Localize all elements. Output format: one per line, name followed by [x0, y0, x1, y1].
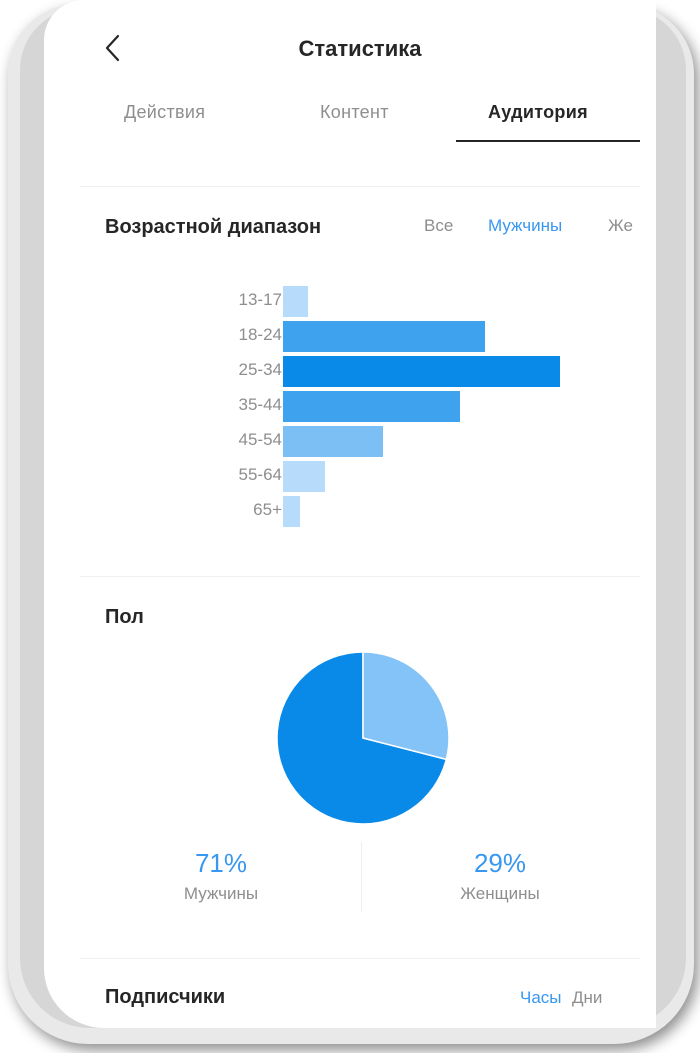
gender-pie-chart [276, 651, 450, 825]
men-label: Мужчины [183, 884, 259, 903]
age-tick-label: 13-17 [238, 290, 282, 309]
age-bar [283, 356, 560, 387]
age-filter-women[interactable]: Же [608, 216, 633, 235]
age-tick-label: 65+ [253, 500, 282, 519]
header: Статистика [80, 0, 640, 90]
age-filter-men[interactable]: Мужчины [488, 216, 563, 235]
followers-filter-hours[interactable]: Часы [520, 988, 562, 1007]
stat-divider [361, 842, 362, 912]
age-range-title: Возрастной диапазон [105, 216, 322, 238]
screen-content: Статистика Действия Контент Аудитория Во… [80, 0, 640, 1028]
divider [80, 958, 640, 959]
followers-filter-days[interactable]: Дни [572, 988, 603, 1007]
age-tick-label: 35-44 [238, 395, 282, 414]
women-percent: 29% [473, 848, 527, 878]
followers-title: Подписчики [105, 986, 226, 1008]
tab-audience[interactable]: Аудитория [488, 102, 588, 122]
tab-active-indicator [456, 140, 640, 142]
age-bar [283, 321, 485, 352]
age-bar [283, 426, 383, 457]
pie-slice-men [276, 651, 448, 825]
age-tick-label: 45-54 [238, 430, 282, 449]
age-bar [283, 286, 308, 317]
age-tick-label: 18-24 [238, 325, 282, 344]
age-filter-all[interactable]: Все [424, 216, 454, 235]
gender-title: Пол [105, 606, 144, 628]
age-bar [283, 391, 460, 422]
divider [80, 576, 640, 577]
men-percent: 71% [194, 848, 248, 878]
age-bar [283, 496, 300, 527]
age-tick-label: 55-64 [238, 465, 282, 484]
tab-bar: Действия Контент Аудитория [80, 90, 640, 142]
women-label: Женщины [460, 884, 540, 903]
divider [80, 186, 640, 187]
screen: Статистика Действия Контент Аудитория Во… [44, 0, 656, 1028]
tab-actions[interactable]: Действия [124, 102, 206, 122]
pie-slice-women [362, 651, 450, 761]
tab-content[interactable]: Контент [320, 102, 389, 122]
age-tick-label: 25-34 [238, 360, 282, 379]
page-title: Статистика [298, 36, 422, 61]
back-arrow-icon[interactable] [98, 28, 128, 68]
age-bar [283, 461, 325, 492]
